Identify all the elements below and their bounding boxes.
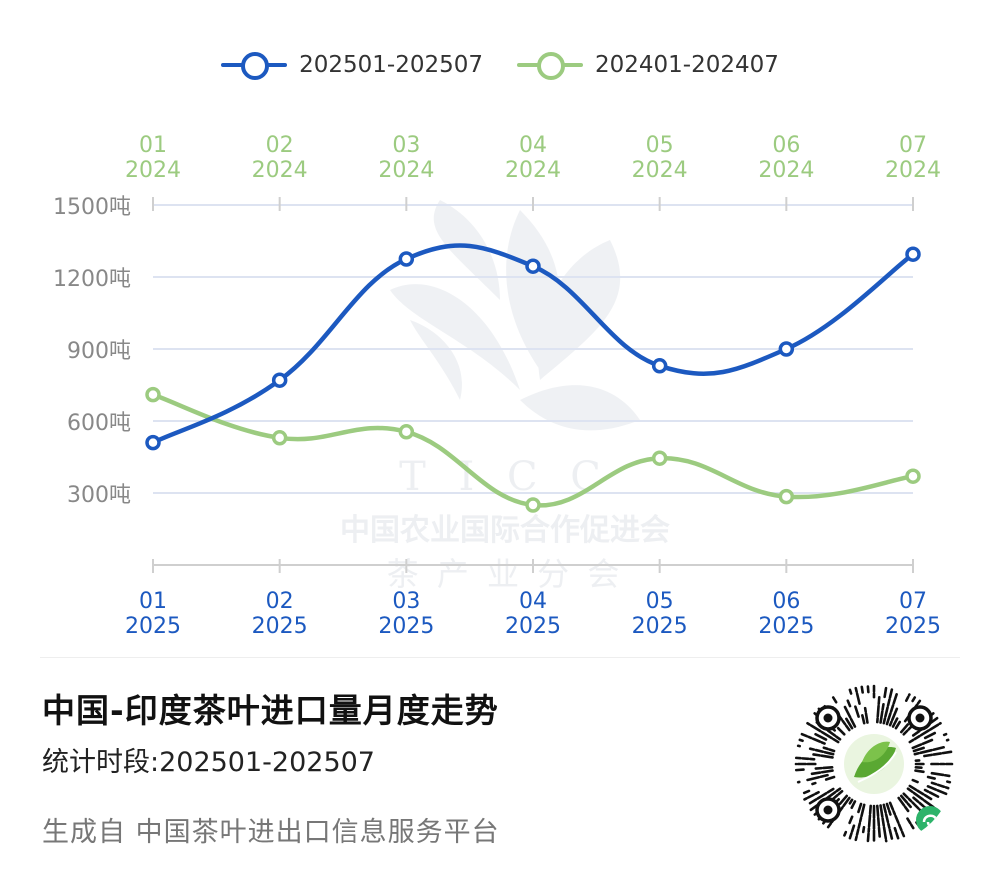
y-tick-label: 1200吨 bbox=[53, 267, 131, 292]
legend-label-2025: 202501-202507 bbox=[299, 52, 483, 78]
source-note: 生成自 中国茶叶进出口信息服务平台 bbox=[42, 817, 500, 848]
top-x-tick-label: 2024 bbox=[252, 158, 308, 183]
top-x-tick-label: 2024 bbox=[505, 158, 561, 183]
top-x-tick-label: 05 bbox=[646, 133, 674, 158]
chart-title: 中国-印度茶叶进口量月度走势 bbox=[42, 691, 499, 730]
top-x-tick-label: 02 bbox=[266, 133, 294, 158]
data-point-series_2024[interactable] bbox=[525, 497, 541, 513]
top-x-tick-label: 2024 bbox=[758, 158, 814, 183]
y-tick-label: 1500吨 bbox=[53, 195, 131, 220]
data-point-series_2025[interactable] bbox=[271, 372, 288, 388]
bottom-x-tick-label: 04 bbox=[519, 589, 547, 614]
watermark: T I C C 中国农业国际合作促进会 茶 产 业 分 会 bbox=[340, 200, 670, 593]
top-x-tick-label: 2024 bbox=[125, 158, 181, 183]
bottom-x-tick-label: 2025 bbox=[125, 614, 181, 639]
watermark-leaf-icon bbox=[390, 200, 640, 431]
data-point-series_2024[interactable] bbox=[271, 430, 288, 446]
data-point-series_2024[interactable] bbox=[905, 468, 921, 484]
axes: 1500吨1200吨900吨600吨300吨012024012025022024… bbox=[53, 133, 941, 639]
watermark-org-name: 中国农业国际合作促进会 bbox=[340, 513, 670, 548]
bottom-x-tick-label: 06 bbox=[772, 589, 800, 614]
y-tick-label: 900吨 bbox=[67, 339, 131, 364]
top-x-tick-label: 01 bbox=[139, 133, 167, 158]
divider bbox=[40, 657, 960, 658]
bottom-x-tick-label: 05 bbox=[646, 589, 674, 614]
bottom-x-tick-label: 2025 bbox=[505, 614, 561, 639]
top-x-tick-label: 2024 bbox=[378, 158, 434, 183]
top-x-tick-label: 04 bbox=[519, 133, 547, 158]
legend-item-2024[interactable]: 202401-202407 bbox=[517, 50, 779, 80]
line-chart: T I C C 中国农业国际合作促进会 茶 产 业 分 会 1500吨 1200吨… bbox=[53, 133, 941, 639]
data-point-series_2025[interactable] bbox=[525, 258, 541, 274]
bottom-x-tick-label: 2025 bbox=[378, 614, 434, 639]
data-point-series_2025[interactable] bbox=[398, 251, 415, 267]
top-x-tick-label: 03 bbox=[392, 133, 420, 158]
legend-swatch-2024-icon bbox=[517, 50, 583, 80]
top-x-tick-label: 2024 bbox=[885, 158, 941, 183]
data-point-series_2024[interactable] bbox=[651, 450, 668, 466]
qr-center-leaf-icon bbox=[844, 734, 904, 794]
legend-item-2025[interactable]: 202501-202507 bbox=[221, 50, 483, 80]
mini-program-qr-icon[interactable] bbox=[792, 682, 956, 846]
data-point-series_2024[interactable] bbox=[398, 424, 415, 440]
statistics-period: 统计时段:202501-202507 bbox=[42, 747, 375, 778]
bottom-x-tick-label: 01 bbox=[139, 589, 167, 614]
top-x-tick-label: 2024 bbox=[632, 158, 688, 183]
y-tick-label: 300吨 bbox=[67, 483, 131, 508]
legend: 202501-202507 202401-202407 bbox=[0, 50, 1000, 80]
series bbox=[145, 243, 921, 513]
bottom-x-tick-label: 2025 bbox=[758, 614, 814, 639]
data-point-series_2025[interactable] bbox=[651, 358, 668, 374]
data-point-series_2024[interactable] bbox=[778, 488, 795, 505]
bottom-x-tick-label: 2025 bbox=[885, 614, 941, 639]
data-point-series_2025[interactable] bbox=[905, 246, 921, 262]
bottom-x-tick-label: 2025 bbox=[632, 614, 688, 639]
legend-label-2024: 202401-202407 bbox=[595, 52, 779, 78]
watermark-branch: 茶 产 业 分 会 bbox=[387, 555, 624, 593]
top-x-tick-label: 07 bbox=[899, 133, 927, 158]
bottom-x-tick-label: 03 bbox=[392, 589, 420, 614]
data-point-series_2024[interactable] bbox=[145, 386, 161, 403]
data-point-series_2025[interactable] bbox=[145, 434, 161, 451]
bottom-x-tick-label: 07 bbox=[899, 589, 927, 614]
y-tick-label: 600吨 bbox=[67, 411, 131, 436]
bottom-x-tick-label: 02 bbox=[266, 589, 294, 614]
data-point-series_2025[interactable] bbox=[778, 341, 795, 357]
top-x-tick-label: 06 bbox=[772, 133, 800, 158]
bottom-x-tick-label: 2025 bbox=[252, 614, 308, 639]
legend-swatch-2025-icon bbox=[221, 50, 288, 80]
